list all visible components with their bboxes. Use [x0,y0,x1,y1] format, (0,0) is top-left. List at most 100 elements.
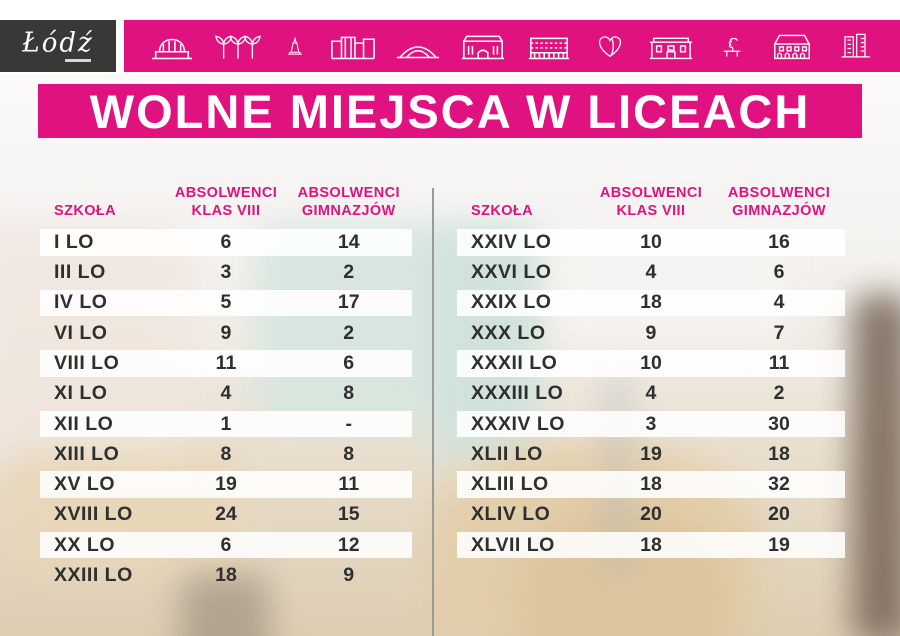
table-row: XXXIII LO 4 2 [457,380,845,407]
school-name: XXIX LO [471,291,552,314]
gimnazjow-value: - [345,412,352,435]
school-name: XLII LO [471,442,543,465]
gimnazjow-value: 9 [343,564,355,587]
gimnazjow-value: 8 [343,382,355,405]
klas-viii-value: 3 [645,412,657,435]
table-divider [432,188,434,636]
right-table-header: SZKOŁA ABSOLWENCI KLAS VIII ABSOLWENCI GIM… [457,162,845,220]
klas-viii-value: 18 [640,533,662,556]
gimnazjow-value: 2 [773,382,785,405]
gimnazjow-value: 12 [337,533,360,556]
klas-viii-value: 3 [220,261,232,284]
table-row: XIII LO 8 8 [40,441,412,468]
background-chair-leg [180,574,270,636]
table-row: VIII LO 11 6 [40,350,412,377]
gimnazjow-value: 2 [343,321,355,344]
school-name: XXIV LO [471,230,552,253]
heart-leaf-icon [591,29,629,63]
column-header-klas-viii: ABSOLWENCI KLAS VIII [599,184,703,219]
table-row: I LO 6 14 [40,229,412,256]
school-name: XXXIV LO [471,412,565,435]
gimnazjow-value: 16 [768,230,790,253]
spiral-sculpture-icon [714,29,750,63]
table-row: XLII LO 19 18 [457,441,845,468]
school-name: XIII LO [54,442,120,465]
arena-icon [395,29,441,63]
lodz-logo-text: Łódź [22,27,94,59]
gimnazjow-value: 15 [337,503,360,526]
klas-viii-value: 4 [645,382,657,405]
table-row: IV LO 5 17 [40,289,412,317]
klas-viii-value: 9 [220,321,232,344]
gimnazjow-value: 14 [337,230,360,253]
factory-blocks-icon [330,29,376,63]
left-table-body: I LO 6 14 III LO 3 2 IV LO 5 17 VI LO 9 2 VIII LO 11 6… [40,229,412,593]
gimnazjow-value: 7 [773,321,785,344]
gimnazjow-value: 8 [343,442,355,465]
school-name: XII LO [54,412,114,435]
table-row: XLIV LO 20 20 [457,502,845,529]
table-row: XXXII LO 10 11 [457,350,845,377]
column-header-school: SZKOŁA [471,202,534,219]
right-table: SZKOŁA ABSOLWENCI KLAS VIII ABSOLWENCI GIM… [457,162,845,593]
gimnazjow-value: 18 [768,442,790,465]
klas-viii-value: 1 [220,412,232,435]
table-row: XVIII LO 24 15 [40,502,412,529]
gimnazjow-value: 11 [768,351,790,374]
gimnazjow-value: 6 [773,261,785,284]
school-name: XXVI LO [471,261,552,284]
column-header-gimnazjow: ABSOLWENCI GIMNAZJÓW [297,184,400,219]
manor-house-icon [769,29,815,63]
gimnazjow-value: 20 [768,503,790,526]
palm-avenue-icon [214,29,261,63]
background-window [560,204,790,344]
school-name: XXXII LO [471,351,558,374]
school-name: XXXIII LO [471,382,564,405]
brand-bar: Łódź [0,20,900,72]
gimnazjow-value: 32 [768,473,790,496]
klas-viii-value: 4 [645,261,657,284]
gimnazjow-value: 6 [343,351,355,374]
table-row: VI LO 9 2 [40,320,412,347]
gimnazjow-value: 30 [768,412,790,435]
school-name: XXIII LO [54,564,133,587]
table-row: XXIX LO 18 4 [457,289,845,317]
table-row: XI LO 4 8 [40,380,412,407]
klas-viii-value: 20 [640,503,662,526]
klas-viii-value: 19 [640,442,662,465]
klas-viii-value: 6 [220,230,232,253]
right-table-body: XXIV LO 10 16 XXVI LO 4 6 XXIX LO 18 4 XXX LO 9 7 XX… [457,229,845,562]
school-name: XI LO [54,382,108,405]
klas-viii-value: 10 [640,351,662,374]
klas-viii-value: 6 [220,533,232,556]
table-row: III LO 3 2 [40,259,412,286]
landmark-icon-strip [124,20,900,72]
column-header-school: SZKOŁA [54,202,117,219]
table-row: XV LO 19 11 [40,471,412,498]
klas-viii-value: 4 [220,382,232,405]
table-row: XXXIV LO 3 30 [457,410,845,438]
school-name: XLIV LO [471,503,551,526]
tables-area: SZKOŁA ABSOLWENCI KLAS VIII ABSOLWENCI GIM… [40,162,845,593]
table-row: XXIV LO 10 16 [457,229,845,256]
klas-viii-value: 10 [640,230,662,253]
left-table: SZKOŁA ABSOLWENCI KLAS VIII ABSOLWENCI GIM… [40,162,412,593]
table-row: XXVI LO 4 6 [457,259,845,286]
klas-viii-value: 8 [220,442,232,465]
klas-viii-value: 19 [215,473,237,496]
school-name: XLIII LO [471,473,549,496]
background-chair [520,504,730,636]
gimnazjow-value: 19 [768,533,790,556]
office-towers-icon [835,29,875,63]
background-shelf [852,294,900,636]
table-row: XXIII LO 18 9 [40,562,412,589]
train-station-icon [149,29,195,63]
school-name: I LO [54,230,94,253]
lodz-logo-underline [65,59,91,62]
table-row: XLIII LO 18 32 [457,471,845,498]
left-table-header: SZKOŁA ABSOLWENCI KLAS VIII ABSOLWENCI GIM… [40,162,412,220]
school-name: IV LO [54,291,108,314]
gimnazjow-value: 17 [337,291,360,314]
school-name: XX LO [54,533,116,556]
